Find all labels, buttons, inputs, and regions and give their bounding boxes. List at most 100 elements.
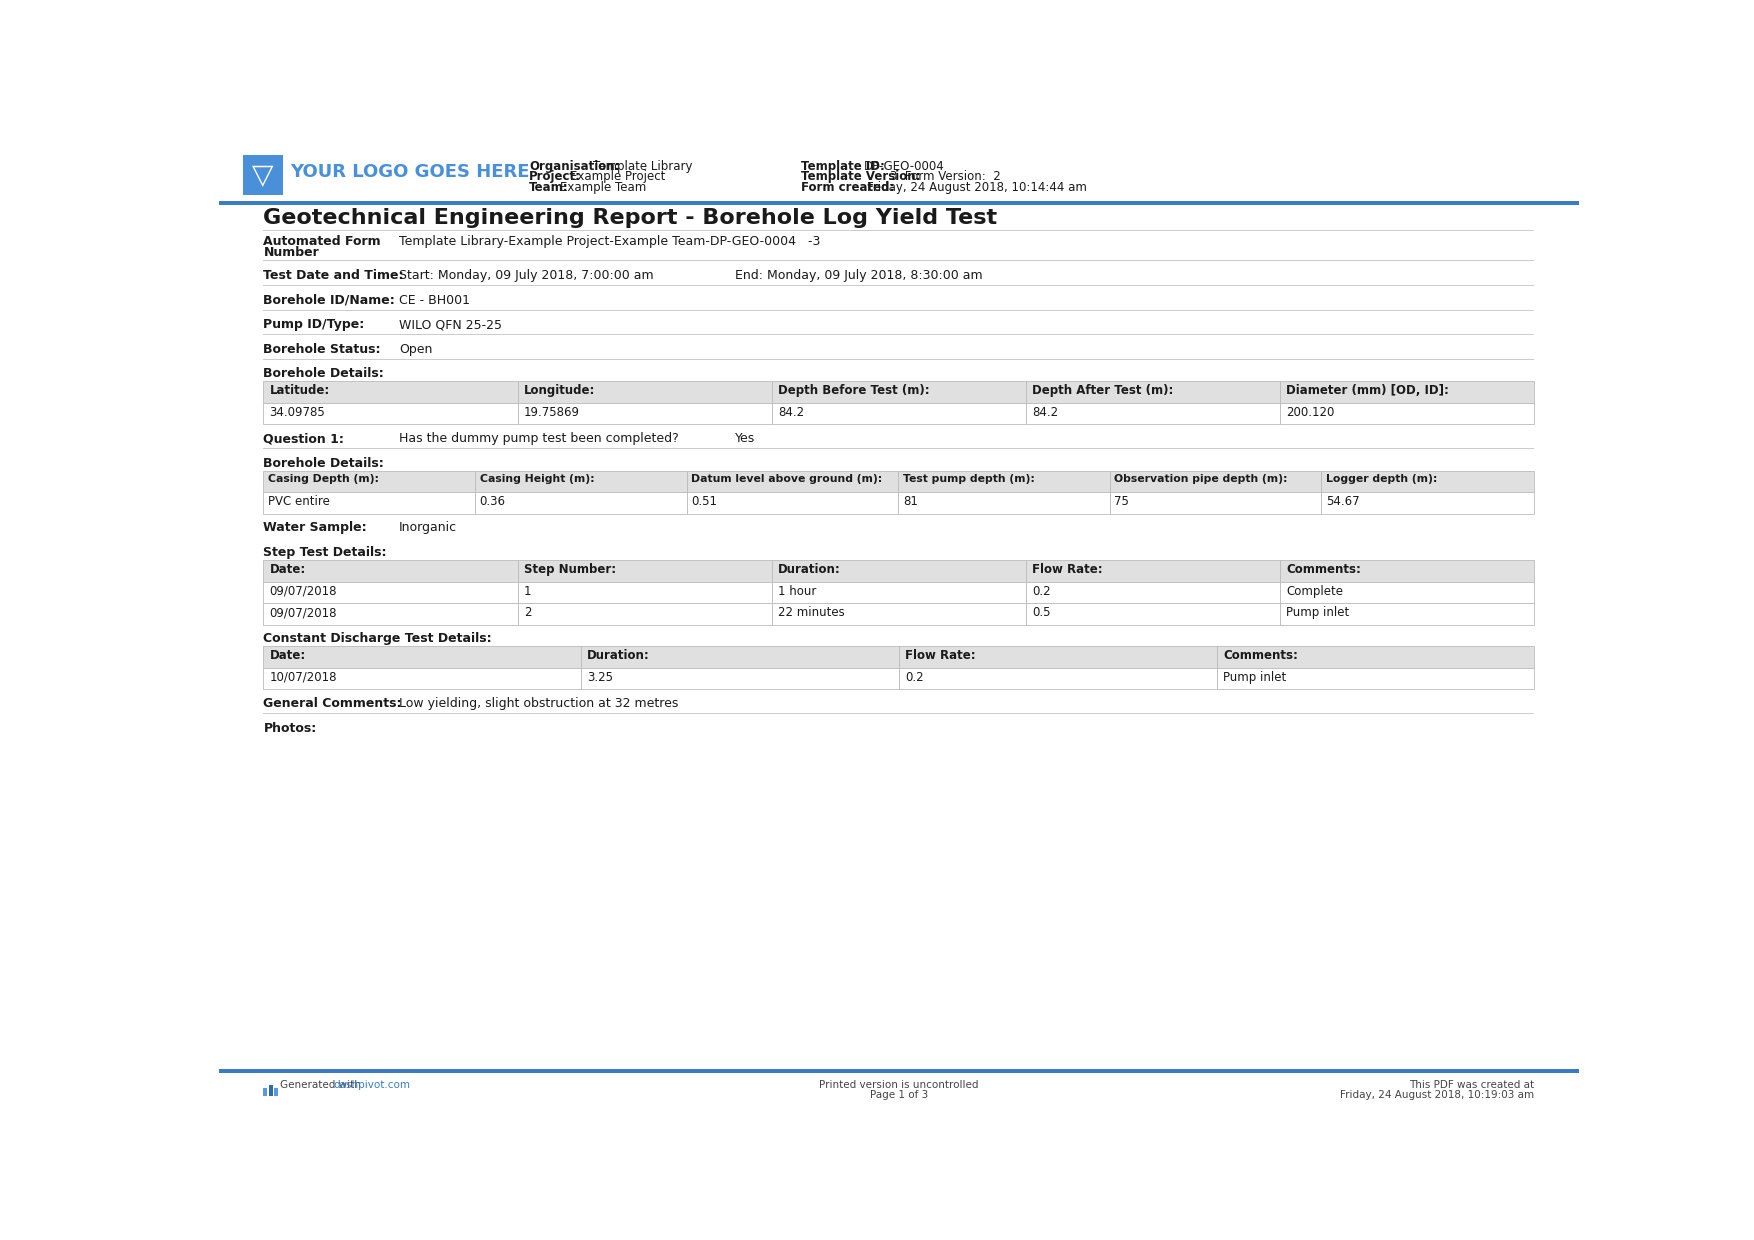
Bar	[1217, 646, 1535, 668]
Text: Longitude:: Longitude:	[524, 384, 595, 397]
Text: Template Library: Template Library	[593, 160, 693, 172]
Bar	[1321, 492, 1535, 513]
Text: Automated Form: Automated Form	[263, 236, 381, 248]
Text: Friday, 24 August 2018, 10:19:03 am: Friday, 24 August 2018, 10:19:03 am	[1340, 1090, 1535, 1100]
Text: DP-GEO-0004: DP-GEO-0004	[865, 160, 945, 172]
Bar	[263, 560, 517, 582]
Text: Geotechnical Engineering Report - Borehole Log Yield Test: Geotechnical Engineering Report - Boreho…	[263, 208, 998, 228]
Text: PVC entire: PVC entire	[268, 495, 330, 508]
Text: Observation pipe depth (m):: Observation pipe depth (m):	[1114, 474, 1287, 484]
Text: Datum level above ground (m):: Datum level above ground (m):	[691, 474, 882, 484]
Text: 2: 2	[524, 606, 531, 619]
Text: Depth After Test (m):: Depth After Test (m):	[1031, 384, 1173, 397]
Bar	[263, 382, 517, 403]
Text: Constant Discharge Test Details:: Constant Discharge Test Details:	[263, 632, 493, 645]
Text: This PDF was created at: This PDF was created at	[1408, 1080, 1535, 1090]
Text: Team:: Team:	[530, 181, 568, 195]
Bar	[263, 646, 581, 668]
Text: CE - BH001: CE - BH001	[400, 294, 470, 306]
Text: Printed version is uncontrolled: Printed version is uncontrolled	[819, 1080, 979, 1090]
Text: Logger depth (m):: Logger depth (m):	[1326, 474, 1437, 484]
Text: 0.36: 0.36	[479, 495, 505, 508]
Text: Example Project: Example Project	[570, 170, 665, 184]
Bar	[686, 471, 898, 492]
Bar	[900, 646, 1217, 668]
Text: Water Sample:: Water Sample:	[263, 522, 367, 534]
Text: Step Test Details:: Step Test Details:	[263, 546, 388, 559]
Bar	[268, 1085, 272, 1096]
Bar	[263, 403, 517, 424]
Text: Generated with: Generated with	[281, 1080, 365, 1090]
Bar	[772, 582, 1026, 603]
Text: Pump ID/Type:: Pump ID/Type:	[263, 319, 365, 331]
Text: Casing Height (m):: Casing Height (m):	[479, 474, 595, 484]
Text: 0.2: 0.2	[905, 671, 924, 684]
Text: Borehole Status:: Borehole Status:	[263, 342, 381, 356]
Text: Organisation:: Organisation:	[530, 160, 619, 172]
Text: Borehole ID/Name:: Borehole ID/Name:	[263, 294, 395, 306]
Text: 0.2: 0.2	[1031, 584, 1051, 598]
Bar	[898, 471, 1110, 492]
Bar	[1280, 603, 1535, 625]
Text: Diameter (mm) [OD, ID]:: Diameter (mm) [OD, ID]:	[1286, 384, 1449, 397]
Bar	[1026, 403, 1280, 424]
Text: Complete: Complete	[1286, 584, 1344, 598]
Bar	[263, 603, 517, 625]
Text: Latitude:: Latitude:	[270, 384, 330, 397]
Bar	[772, 382, 1026, 403]
Bar	[1280, 403, 1535, 424]
Bar	[517, 382, 772, 403]
Bar	[1217, 668, 1535, 689]
Text: Step Number:: Step Number:	[524, 563, 616, 577]
Bar	[517, 560, 772, 582]
Text: 09/07/2018: 09/07/2018	[270, 606, 337, 619]
Text: Start: Monday, 09 July 2018, 7:00:00 am: Start: Monday, 09 July 2018, 7:00:00 am	[400, 269, 654, 281]
Text: Number: Number	[263, 246, 319, 259]
Bar	[1280, 582, 1535, 603]
Text: Photos:: Photos:	[263, 722, 317, 734]
Text: Flow Rate:: Flow Rate:	[1031, 563, 1103, 577]
Text: Form created:: Form created:	[800, 181, 895, 195]
Bar	[517, 603, 772, 625]
Bar	[772, 403, 1026, 424]
Text: Date:: Date:	[270, 650, 305, 662]
Text: End: Monday, 09 July 2018, 8:30:00 am: End: Monday, 09 July 2018, 8:30:00 am	[735, 269, 982, 281]
Text: 3  Form Version:  2: 3 Form Version: 2	[891, 170, 1002, 184]
Text: Page 1 of 3: Page 1 of 3	[870, 1090, 928, 1100]
Text: Open: Open	[400, 342, 433, 356]
Bar	[475, 492, 686, 513]
Bar	[900, 668, 1217, 689]
Text: dashpivot.com: dashpivot.com	[333, 1080, 410, 1090]
Text: Yes: Yes	[735, 433, 754, 445]
Text: 3.25: 3.25	[588, 671, 614, 684]
Text: Date:: Date:	[270, 563, 305, 577]
Text: 54.67: 54.67	[1326, 495, 1359, 508]
Text: Has the dummy pump test been completed?: Has the dummy pump test been completed?	[400, 433, 679, 445]
Text: General Comments:: General Comments:	[263, 697, 402, 711]
Text: 84.2: 84.2	[779, 405, 803, 419]
Bar	[686, 492, 898, 513]
Text: Duration:: Duration:	[779, 563, 840, 577]
Bar	[898, 492, 1110, 513]
Text: 81: 81	[903, 495, 917, 508]
Text: 75: 75	[1114, 495, 1130, 508]
Text: Test Date and Time:: Test Date and Time:	[263, 269, 403, 281]
Text: Depth Before Test (m):: Depth Before Test (m):	[779, 384, 930, 397]
Bar	[263, 471, 475, 492]
Bar	[1280, 382, 1535, 403]
Bar	[1026, 603, 1280, 625]
Text: Casing Depth (m):: Casing Depth (m):	[268, 474, 379, 484]
Text: 0.51: 0.51	[691, 495, 717, 508]
Text: Borehole Details:: Borehole Details:	[263, 367, 384, 381]
Bar	[581, 646, 900, 668]
Text: 22 minutes: 22 minutes	[779, 606, 845, 619]
Text: Pump inlet: Pump inlet	[1286, 606, 1349, 619]
Text: Template ID:: Template ID:	[800, 160, 884, 172]
Bar	[263, 492, 475, 513]
Text: Question 1:: Question 1:	[263, 433, 344, 445]
Text: Example Team: Example Team	[560, 181, 647, 195]
Bar	[219, 149, 1579, 201]
Text: Comments:: Comments:	[1286, 563, 1361, 577]
Bar	[772, 603, 1026, 625]
Text: ◁: ◁	[249, 164, 277, 186]
